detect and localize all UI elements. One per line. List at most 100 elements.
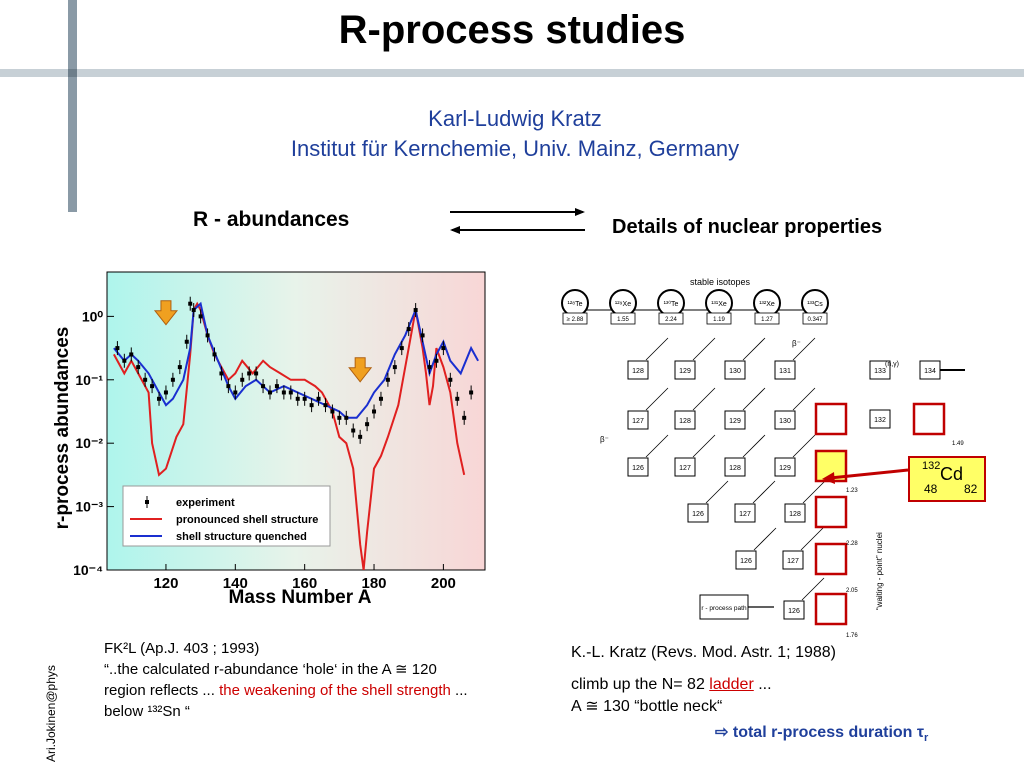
right-ref-line2c: ... xyxy=(753,676,772,693)
decay-arrow xyxy=(742,387,766,411)
nucleus-label: 126 xyxy=(740,558,752,565)
right-ref-line2a: climb up the N= 82 xyxy=(571,676,710,693)
stable-isotopes-label: stable isotopes xyxy=(690,277,751,287)
cd-n: 82 xyxy=(964,482,978,496)
experiment-point xyxy=(267,390,272,395)
left-ref-line3: region reflects ... the weakening of the… xyxy=(104,680,524,701)
nucleus-label: 130 xyxy=(729,368,741,375)
r-process-path-box xyxy=(699,594,749,620)
waiting-point-box xyxy=(814,495,848,529)
decay-arrow xyxy=(792,434,816,458)
y-tick-label: 10⁻² xyxy=(75,435,103,451)
decor-corner-square xyxy=(68,69,77,77)
nucleus-label: 130 xyxy=(779,418,791,425)
experiment-point xyxy=(302,396,307,401)
nucleus-box xyxy=(724,457,746,477)
nucleus-label: 128 xyxy=(632,368,644,375)
experiment-point xyxy=(143,377,148,382)
nucleus-label: 126 xyxy=(692,511,704,518)
nucleus-box xyxy=(774,410,796,430)
decay-arrow xyxy=(800,527,824,551)
nucleus-box xyxy=(735,550,757,570)
ladder-link: ladder xyxy=(709,676,754,693)
stable-abundance-box xyxy=(754,312,780,325)
n-gamma-label: (n,γ) xyxy=(885,361,899,368)
nucleus-label: 126 xyxy=(788,608,800,615)
nucleus-label: 126 xyxy=(632,465,644,472)
experiment-point xyxy=(378,396,383,401)
nucleus-box xyxy=(627,360,649,380)
nucleus-label: 129 xyxy=(779,465,791,472)
stable-isotope-label: ¹³⁰Te xyxy=(664,300,679,308)
nucleus-box xyxy=(783,600,805,620)
halflife-value: 1.76 xyxy=(846,633,858,639)
decay-arrow xyxy=(692,337,716,361)
right-ref-line2: climb up the N= 82 ladder ... xyxy=(571,674,1011,696)
nucleus-label: 127 xyxy=(787,558,799,565)
beta-label: β⁻ xyxy=(792,339,801,348)
left-ref-line4: below ¹³²Sn “ xyxy=(104,703,190,720)
stable-isotope-label: ¹³³Cs xyxy=(807,301,823,308)
y-tick-label: 10⁻⁴ xyxy=(73,562,103,578)
decay-arrow xyxy=(801,577,825,601)
experiment-point xyxy=(330,409,335,414)
experiment-point xyxy=(427,365,432,370)
r-abundances-label: R - abundances xyxy=(193,208,350,231)
beta-label-left: β⁻ xyxy=(600,435,609,444)
nucleus-box xyxy=(774,360,796,380)
experiment-point xyxy=(261,384,266,389)
nucleus-box xyxy=(674,360,696,380)
nucleus-label: 127 xyxy=(739,511,751,518)
left-ref-line3c: ... xyxy=(450,682,468,699)
waiting-point-box xyxy=(814,592,848,626)
conclusion-text: total r-process duration τ xyxy=(732,724,925,741)
y-axis-label: r-process abundances xyxy=(52,327,73,530)
experiment-point xyxy=(406,327,411,332)
decay-arrow xyxy=(792,387,816,411)
nucleus-box xyxy=(774,457,796,477)
callout-arrow xyxy=(822,468,909,484)
experiment-point xyxy=(462,415,467,420)
vertical-footer-text: Ari.Jokinen@phys xyxy=(44,665,58,762)
experiment-point xyxy=(205,333,210,338)
experiment-point xyxy=(392,365,397,370)
nucleus-label: 134 xyxy=(924,368,936,375)
x-tick-label: 200 xyxy=(431,575,456,592)
nucleus-label: 132 xyxy=(874,417,886,424)
legend-label: pronounced shell structure xyxy=(176,514,318,526)
double-arrow-icon xyxy=(450,208,585,234)
stable-abundance-box xyxy=(706,312,732,325)
stable-isotope-label: ¹²⁹Xe xyxy=(615,301,631,308)
x-tick-label: 160 xyxy=(292,575,317,592)
decay-arrow xyxy=(742,337,766,361)
experiment-point xyxy=(385,377,390,382)
n82-ladder-diagram: stable isotopes ¹²⁸Te ≥ 2.88 ¹²⁹Xe 1.55 ¹³⁰Te… xyxy=(561,277,965,639)
experiment-point xyxy=(351,428,356,433)
nuclear-details-label: Details of nuclear properties xyxy=(612,216,883,238)
legend-box xyxy=(122,485,331,547)
experiment-point xyxy=(157,396,162,401)
experiment-point xyxy=(441,346,446,351)
conclusion-sub: r xyxy=(924,732,929,745)
stable-abundance-value: 1.55 xyxy=(617,317,629,323)
experiment-point xyxy=(136,365,141,370)
nucleus-box xyxy=(724,410,746,430)
decay-arrow xyxy=(705,480,729,504)
author-institute: Institut für Kernchemie, Univ. Mainz, Ge… xyxy=(290,136,740,161)
stable-abundance-box xyxy=(562,312,588,325)
experiment-point xyxy=(295,396,300,401)
legend-marker-point xyxy=(145,500,149,504)
waiting-point-box xyxy=(814,542,848,576)
x-tick-label: 140 xyxy=(223,575,248,592)
experiment-point xyxy=(288,390,293,395)
nucleus-box xyxy=(784,503,806,523)
nucleus-label: 127 xyxy=(679,465,691,472)
nucleus-label: 133 xyxy=(874,368,886,375)
experiment-point xyxy=(448,377,453,382)
stable-abundance-box xyxy=(802,312,828,325)
experiment-point xyxy=(281,390,286,395)
slide-title: R-process studies xyxy=(338,8,686,52)
experiment-point xyxy=(247,371,252,376)
right-arrow-icon: ⇨ xyxy=(715,724,733,741)
experiment-point xyxy=(163,390,168,395)
